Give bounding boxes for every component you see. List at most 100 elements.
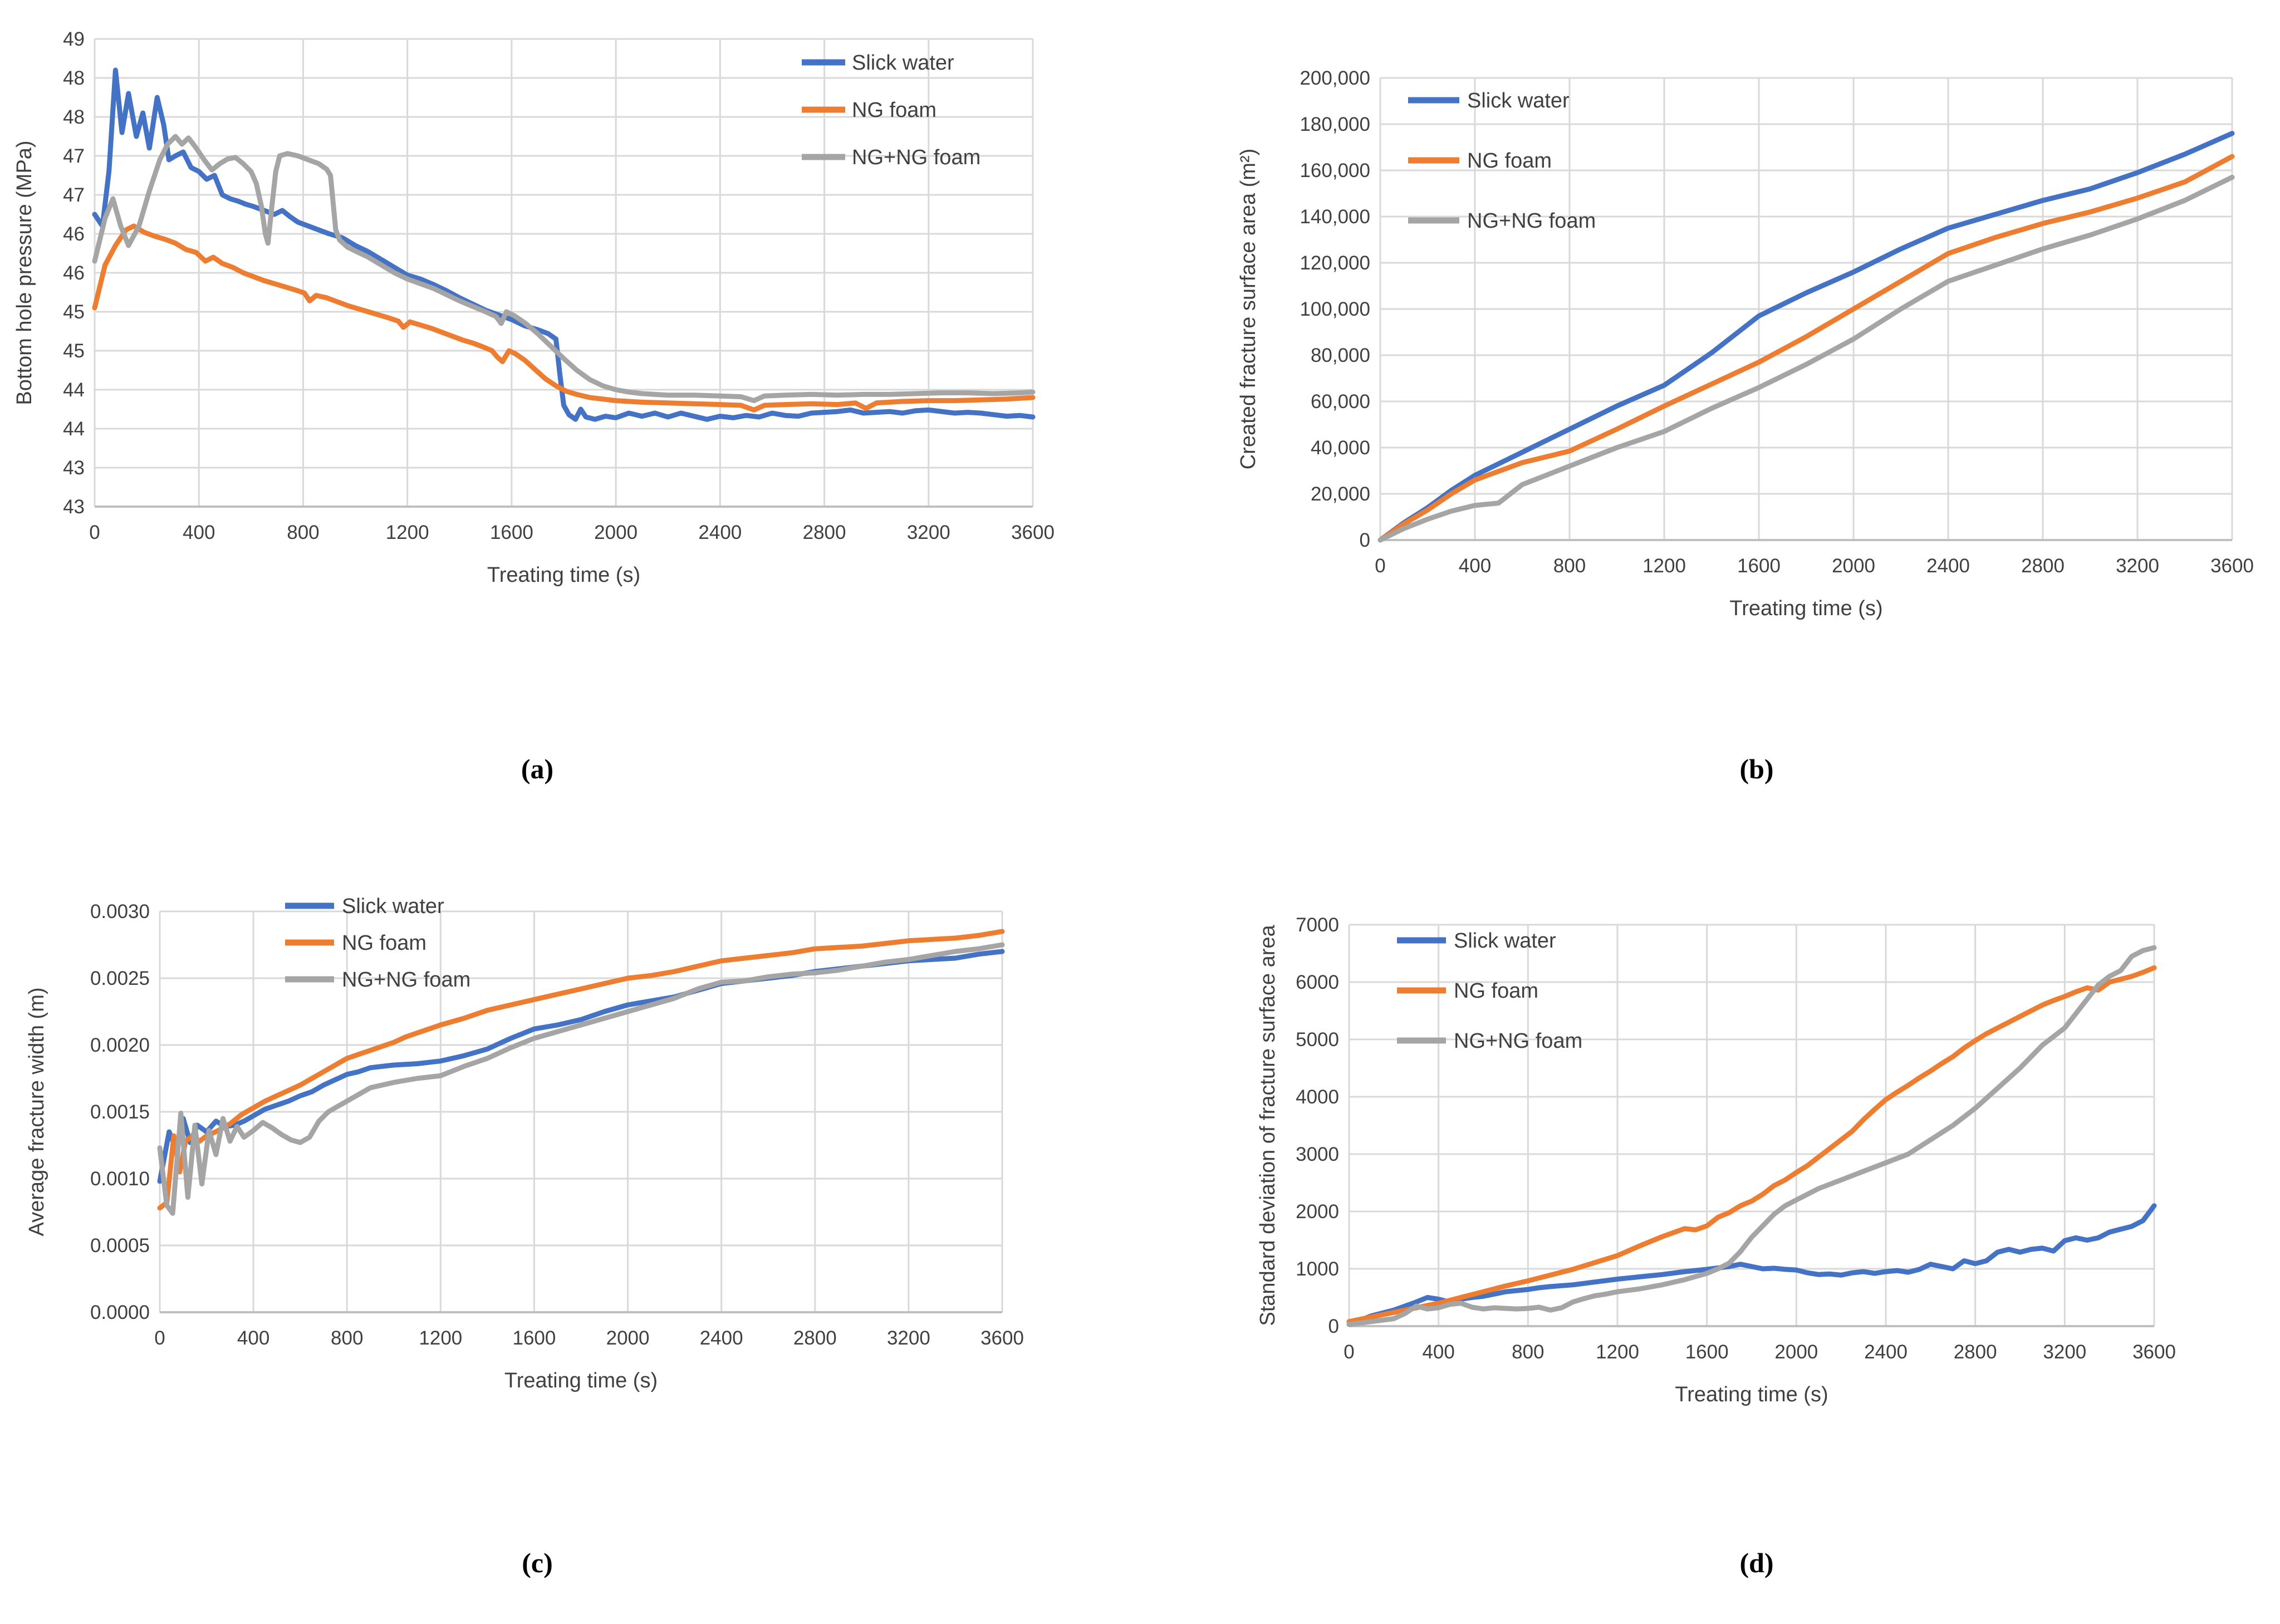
y-tick-label: 0 (1360, 529, 1370, 551)
y-tick-label: 120,000 (1300, 252, 1370, 274)
chart-b-plot: 200,000 180,000 160,000 140,000 120,000 100,0… (1237, 67, 2254, 620)
chart-d-container: 7000 6000 5000 4000 3000 2000 1000 0 0 400 800 1200… (1140, 812, 2280, 1624)
series-a (92, 67, 1036, 422)
x-tick-label: 1200 (1596, 1341, 1639, 1363)
x-tick-label: 0 (89, 522, 100, 543)
x-tick-label: 400 (183, 522, 215, 543)
x-tick-label: 1200 (419, 1327, 462, 1349)
legend-label: Slick water (852, 51, 954, 75)
x-tick-label: 3600 (980, 1327, 1024, 1349)
x-axis-title: Treating time (s) (1675, 1383, 1828, 1406)
y-tick-label: 45 (63, 340, 85, 362)
series-line-ng-foam (157, 929, 1005, 1211)
y-tick-label: 0 (1328, 1316, 1339, 1337)
tick-labels-b: 200,000 180,000 160,000 140,000 120,000 100,0… (1300, 67, 2253, 577)
x-tick-label: 800 (331, 1327, 363, 1349)
x-tick-label: 800 (1512, 1341, 1544, 1363)
x-tick-label: 3200 (2043, 1341, 2086, 1363)
x-tick-label: 2400 (1926, 555, 1970, 577)
x-tick-label: 800 (1553, 555, 1586, 577)
y-tick-label: 2000 (1296, 1201, 1339, 1223)
caption-c: (c) (522, 1547, 553, 1578)
y-tick-label: 0.0005 (90, 1235, 150, 1257)
y-tick-label: 48 (63, 67, 85, 89)
x-tick-label: 3200 (907, 522, 950, 543)
y-tick-label: 3000 (1296, 1144, 1339, 1165)
x-tick-label: 1200 (1642, 555, 1686, 577)
y-tick-label: 43 (63, 457, 85, 479)
legend-label: NG foam (1454, 979, 1538, 1003)
legend-d: Slick water NG foam NG+NG foam (1397, 929, 1582, 1053)
y-axis-title: Standard deviation of fracture surface a… (1256, 924, 1279, 1326)
chart-d-plot: 7000 6000 5000 4000 3000 2000 1000 00 400 800 1200… (1256, 914, 2176, 1406)
y-tick-label: 140,000 (1300, 206, 1370, 228)
y-tick-label: 5000 (1296, 1029, 1339, 1051)
y-tick-label: 0.0030 (90, 901, 150, 923)
chart-c-container: 0.0030 0.0025 0.0020 0.0015 0.0010 0.0005 0.00… (0, 812, 1140, 1624)
caption-a: (a) (521, 753, 554, 784)
legend-label: NG foam (342, 931, 426, 955)
legend-label: NG+NG foam (342, 968, 470, 992)
x-tick-label: 2000 (594, 522, 638, 543)
x-tick-label: 3600 (2132, 1341, 2176, 1363)
y-tick-label: 20,000 (1311, 483, 1370, 505)
x-tick-label: 1200 (386, 522, 429, 543)
x-tick-label: 400 (1459, 555, 1491, 577)
x-tick-label: 400 (1422, 1341, 1454, 1363)
y-tick-label: 43 (63, 496, 85, 518)
series-line-ng-foam (1377, 154, 2235, 543)
legend-c: Slick water NG foam NG+NG foam (285, 895, 470, 992)
x-tick-label: 3200 (2116, 555, 2159, 577)
x-tick-label: 0 (1375, 555, 1385, 577)
series-line-ng-foam (92, 223, 1036, 413)
y-tick-label: 160,000 (1300, 160, 1370, 181)
legend-label: NG+NG foam (1454, 1029, 1582, 1053)
chart-b-container: 200,000 180,000 160,000 140,000 120,000 100,0… (1140, 0, 2280, 812)
legend-b: Slick water NG foam NG+NG foam (1408, 89, 1596, 233)
x-tick-label: 2400 (700, 1327, 743, 1349)
series-line-slick-water (1346, 1203, 2157, 1327)
x-tick-label: 1600 (1685, 1341, 1729, 1363)
legend-label: NG+NG foam (1467, 209, 1596, 233)
legend-label: Slick water (1454, 929, 1556, 953)
y-tick-label: 48 (63, 106, 85, 128)
grid-b (1379, 77, 2233, 541)
y-tick-label: 80,000 (1311, 345, 1370, 366)
series-d (1346, 945, 2157, 1327)
series-line-ng-ng-foam (1346, 945, 2157, 1327)
legend-label: NG foam (1467, 149, 1552, 173)
y-tick-label: 44 (63, 418, 85, 440)
y-tick-label: 46 (63, 223, 85, 245)
tick-labels-c: 0.0030 0.0025 0.0020 0.0015 0.0010 0.0005 0.00… (90, 901, 1024, 1349)
series-line-slick-water (92, 67, 1036, 422)
series-line-ng-ng-foam (157, 942, 1005, 1216)
x-tick-label: 2000 (1774, 1341, 1818, 1363)
x-tick-label: 0 (154, 1327, 165, 1349)
y-tick-label: 47 (63, 145, 85, 167)
x-tick-label: 2800 (803, 522, 846, 543)
x-tick-label: 800 (287, 522, 319, 543)
y-tick-label: 0.0025 (90, 968, 150, 989)
series-line-ng-foam (1346, 965, 2157, 1324)
legend-label: NG foam (852, 99, 936, 122)
series-line-ng-ng-foam (1377, 174, 2235, 543)
y-tick-label: 46 (63, 262, 85, 284)
y-tick-label: 60,000 (1311, 391, 1370, 413)
x-axis-title: Treating time (s) (487, 563, 640, 587)
x-tick-label: 2800 (2021, 555, 2065, 577)
x-tick-label: 0 (1344, 1341, 1354, 1363)
legend-label: NG+NG foam (852, 146, 980, 169)
x-tick-label: 2000 (606, 1327, 650, 1349)
y-tick-label: 49 (63, 28, 85, 50)
y-axis-title: Average fracture width (m) (25, 987, 48, 1236)
y-axis-title: Bottom hole pressure (MPa) (13, 140, 36, 405)
caption-b: (b) (1739, 753, 1774, 784)
caption-d: (d) (1739, 1547, 1774, 1578)
y-tick-label: 40,000 (1311, 437, 1370, 459)
x-tick-label: 1600 (490, 522, 533, 543)
legend-label: Slick water (1467, 89, 1570, 112)
x-tick-label: 2800 (1954, 1341, 1997, 1363)
series-line-slick-water (157, 949, 1005, 1184)
legend-a: Slick water NG foam NG+NG foam (802, 51, 980, 169)
y-tick-label: 0.0020 (90, 1034, 150, 1056)
